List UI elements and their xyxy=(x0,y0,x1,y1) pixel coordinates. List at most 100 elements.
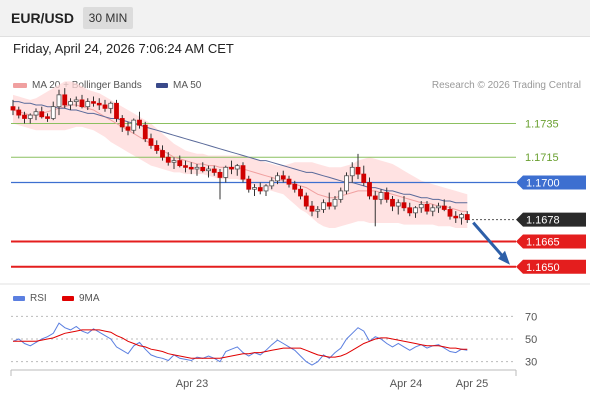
candle xyxy=(211,165,217,176)
candle-body-down xyxy=(401,202,407,209)
candle xyxy=(33,108,39,121)
candle-body-down xyxy=(407,207,413,214)
candle-body-down xyxy=(22,114,27,119)
candle-body-down xyxy=(125,126,131,131)
candle xyxy=(108,101,114,114)
candle-body-up xyxy=(194,166,200,170)
candle-body-down xyxy=(372,195,378,200)
candle-body-down xyxy=(292,183,298,190)
legend-ma20: MA 20 + Bollinger Bands xyxy=(13,80,142,91)
candle-body-down xyxy=(229,166,234,170)
candle xyxy=(229,160,234,175)
level-tag-1.1650 xyxy=(516,259,586,274)
candle-body-up xyxy=(321,202,326,210)
candle-body-up xyxy=(68,101,73,106)
candle-body-up xyxy=(395,202,401,207)
candle-body-down xyxy=(367,182,372,197)
candle xyxy=(85,98,91,111)
ma50-swatch xyxy=(156,82,168,88)
candle-body-down xyxy=(447,209,453,217)
candle-body-down xyxy=(137,119,142,126)
legend-rsi: RSI xyxy=(13,293,47,304)
level-tag-1.1678 xyxy=(516,212,586,227)
candle-body-down xyxy=(102,104,108,109)
candle-body-up xyxy=(56,94,62,108)
candle-body-up xyxy=(338,190,344,200)
candle xyxy=(378,189,384,205)
level-tag-1.1700 xyxy=(516,175,586,190)
candle-body-up xyxy=(50,106,56,119)
time-label-2: Apr 25 xyxy=(456,378,488,390)
candle xyxy=(252,184,257,196)
candle xyxy=(326,192,332,210)
candle-body-down xyxy=(154,145,160,151)
candle-body-down xyxy=(200,166,206,172)
candle xyxy=(194,163,200,176)
candle-body-down xyxy=(240,165,246,180)
rsi-tick-50: 50 xyxy=(525,334,537,346)
candle xyxy=(177,155,183,168)
candle xyxy=(148,133,154,149)
candle-body-down xyxy=(464,214,470,220)
candle-body-down xyxy=(39,111,45,118)
candle xyxy=(183,160,188,173)
candle-body-down xyxy=(424,204,430,212)
candle xyxy=(292,180,298,193)
candle-body-down xyxy=(45,116,50,119)
candle-body-up xyxy=(234,165,240,170)
candle xyxy=(50,101,56,121)
candle xyxy=(418,201,424,213)
candle-body-down xyxy=(384,192,390,200)
candle xyxy=(280,170,286,183)
ma9-swatch xyxy=(62,295,74,301)
candle xyxy=(171,157,177,170)
candle xyxy=(309,201,315,217)
candle-body-down xyxy=(62,94,68,106)
timeframe-button[interactable]: 30 MIN xyxy=(83,7,133,29)
candle xyxy=(332,195,338,210)
candle-body-down xyxy=(10,106,16,111)
candle xyxy=(160,145,165,161)
bollinger-band-area xyxy=(13,81,468,229)
candle-body-down xyxy=(160,150,165,158)
candle-body-up xyxy=(275,175,280,182)
candle xyxy=(384,187,390,203)
time-label-1: Apr 24 xyxy=(390,378,422,390)
candle-body-up xyxy=(108,102,114,109)
candle xyxy=(367,177,372,200)
legend-9ma-label: 9MA xyxy=(79,293,100,304)
candle xyxy=(79,94,85,109)
candle xyxy=(39,106,45,119)
level-label-1.1665: 1.1665 xyxy=(526,236,560,248)
level-label-1.1700: 1.1700 xyxy=(526,178,560,190)
candle-body-up xyxy=(349,166,355,177)
candle xyxy=(269,177,275,190)
candle xyxy=(246,175,252,193)
candle xyxy=(240,162,246,183)
candle xyxy=(395,199,401,215)
candle xyxy=(131,118,137,134)
candle xyxy=(102,99,108,112)
level-label-1.1735: 1.1735 xyxy=(525,119,559,131)
candle xyxy=(125,121,131,136)
candle xyxy=(56,89,62,116)
candle-body-down xyxy=(390,198,395,207)
candle-body-down xyxy=(183,165,188,168)
candle-body-up xyxy=(131,119,137,131)
candle xyxy=(154,140,160,154)
candle xyxy=(142,121,148,143)
candle xyxy=(275,172,280,185)
ma20-line xyxy=(12,104,468,212)
candle-body-down xyxy=(453,215,459,219)
legend-rsi-label: RSI xyxy=(30,293,47,304)
candle-body-up xyxy=(344,175,349,192)
candle-body-up xyxy=(252,187,257,190)
candle xyxy=(22,111,27,124)
candle xyxy=(453,211,459,223)
candle xyxy=(349,162,355,183)
level-label-1.1715: 1.1715 xyxy=(525,152,559,164)
candle-body-down xyxy=(246,178,252,190)
candle xyxy=(430,204,436,217)
legend-9ma: 9MA xyxy=(62,293,100,304)
